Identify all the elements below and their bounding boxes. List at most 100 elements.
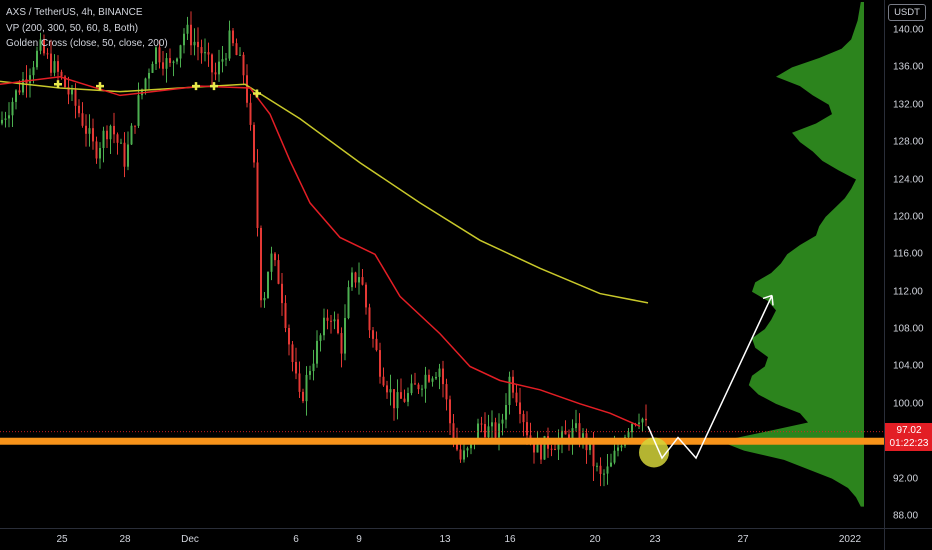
candle-down — [214, 72, 217, 75]
time-tick-label: 23 — [649, 534, 661, 545]
candle-up — [8, 115, 10, 119]
candle-up — [15, 90, 17, 102]
current-price-tag: 97.02 01:22:23 — [885, 423, 932, 451]
candle-down — [291, 344, 294, 362]
candle-down — [375, 338, 378, 351]
candle-down — [242, 54, 245, 76]
candle-down — [526, 422, 528, 436]
volume-profile-indicator[interactable]: VP (200, 300, 50, 60, 8, Both) — [6, 22, 139, 34]
candle-up — [11, 101, 14, 116]
candle-up — [172, 61, 175, 63]
candle-up — [431, 378, 434, 382]
candle-up — [627, 432, 630, 438]
candle-up — [193, 41, 196, 46]
golden-cross-marker — [192, 82, 200, 91]
candle-down — [134, 125, 136, 127]
candle-up — [617, 447, 619, 451]
candle-up — [344, 318, 346, 354]
candle-up — [641, 418, 644, 423]
candle-down — [379, 350, 381, 377]
candle-up — [99, 148, 101, 159]
candle-down — [81, 113, 84, 126]
chart-pane[interactable]: AXS / TetherUS, 4h, BINANCE VP (200, 300… — [0, 0, 884, 528]
target-circle — [639, 437, 669, 468]
candle-up — [4, 118, 7, 120]
candle-down — [232, 30, 234, 44]
symbol-title[interactable]: AXS / TetherUS, 4h, BINANCE — [6, 7, 143, 18]
golden-cross-marker — [253, 89, 261, 98]
candle-down — [459, 449, 462, 460]
candle-up — [22, 79, 24, 93]
candle-up — [575, 423, 577, 429]
candle-up — [186, 24, 189, 34]
time-tick-label: 13 — [439, 534, 451, 545]
time-tick-label: 6 — [293, 534, 299, 545]
candle-down — [211, 54, 213, 73]
candle-down — [442, 368, 444, 385]
candle-up — [351, 272, 353, 288]
currency-button[interactable]: USDT — [888, 4, 926, 21]
candle-up — [155, 47, 157, 64]
candle-up — [179, 45, 182, 59]
price-tick-label: 92.00 — [893, 473, 919, 485]
candle-up — [270, 253, 273, 272]
candle-up — [638, 422, 640, 425]
candle-up — [130, 125, 133, 145]
candle-down — [158, 47, 161, 63]
candle-down — [74, 89, 77, 106]
candle-down — [277, 260, 280, 284]
candle-down — [365, 284, 367, 308]
support-line — [0, 437, 884, 445]
price-axis[interactable]: USDT 140.00 136.00 132.00 128.00 124.00 120.0… — [884, 0, 932, 528]
candle-up — [221, 59, 224, 62]
candle-up — [71, 89, 73, 95]
candle-up — [438, 368, 441, 377]
candle-down — [326, 317, 329, 321]
candle-up — [396, 392, 399, 409]
candle-down — [246, 75, 248, 103]
candle-up — [144, 78, 147, 90]
candle-down — [554, 449, 556, 451]
candle-down — [302, 391, 304, 402]
time-axis[interactable]: 25 28 Dec 6 9 13 16 20 23 27 2022 — [0, 528, 884, 550]
candle-down — [260, 227, 262, 301]
bar-countdown: 01:22:23 — [889, 438, 929, 449]
candle-down — [533, 443, 535, 453]
candle-up — [176, 58, 178, 62]
candle-up — [309, 371, 311, 375]
candle-down — [50, 53, 52, 73]
candle-up — [32, 67, 35, 76]
candle-down — [540, 440, 542, 460]
candle-down — [113, 125, 115, 135]
candle-up — [316, 340, 318, 364]
candle-down — [428, 374, 430, 382]
candle-up — [165, 58, 168, 69]
candle-down — [253, 124, 255, 163]
golden-cross-indicator[interactable]: Golden Cross (close, 50, close, 200) — [6, 38, 168, 49]
ma-200-line — [0, 80, 649, 304]
candle-down — [456, 440, 458, 450]
candle-up — [109, 125, 112, 140]
candle-up — [29, 75, 31, 84]
candle-down — [519, 402, 521, 415]
candle-up — [571, 428, 574, 444]
candle-up — [127, 144, 129, 167]
candle-up — [424, 374, 427, 389]
candle-down — [284, 303, 287, 329]
candle-down — [578, 423, 581, 443]
candle-up — [620, 445, 623, 448]
price-tick-label: 116.00 — [893, 248, 923, 260]
candle-down — [592, 444, 595, 467]
candle-down — [417, 384, 420, 390]
candle-up — [1, 119, 3, 124]
candle-up — [505, 405, 507, 420]
candle-up — [421, 388, 423, 390]
candle-down — [340, 333, 343, 354]
candle-up — [36, 50, 38, 68]
candle-down — [372, 330, 374, 339]
candle-down — [43, 39, 45, 54]
candle-up — [543, 436, 546, 460]
candle-down — [85, 125, 87, 134]
candle-down — [162, 62, 164, 69]
candle-down — [60, 71, 63, 77]
